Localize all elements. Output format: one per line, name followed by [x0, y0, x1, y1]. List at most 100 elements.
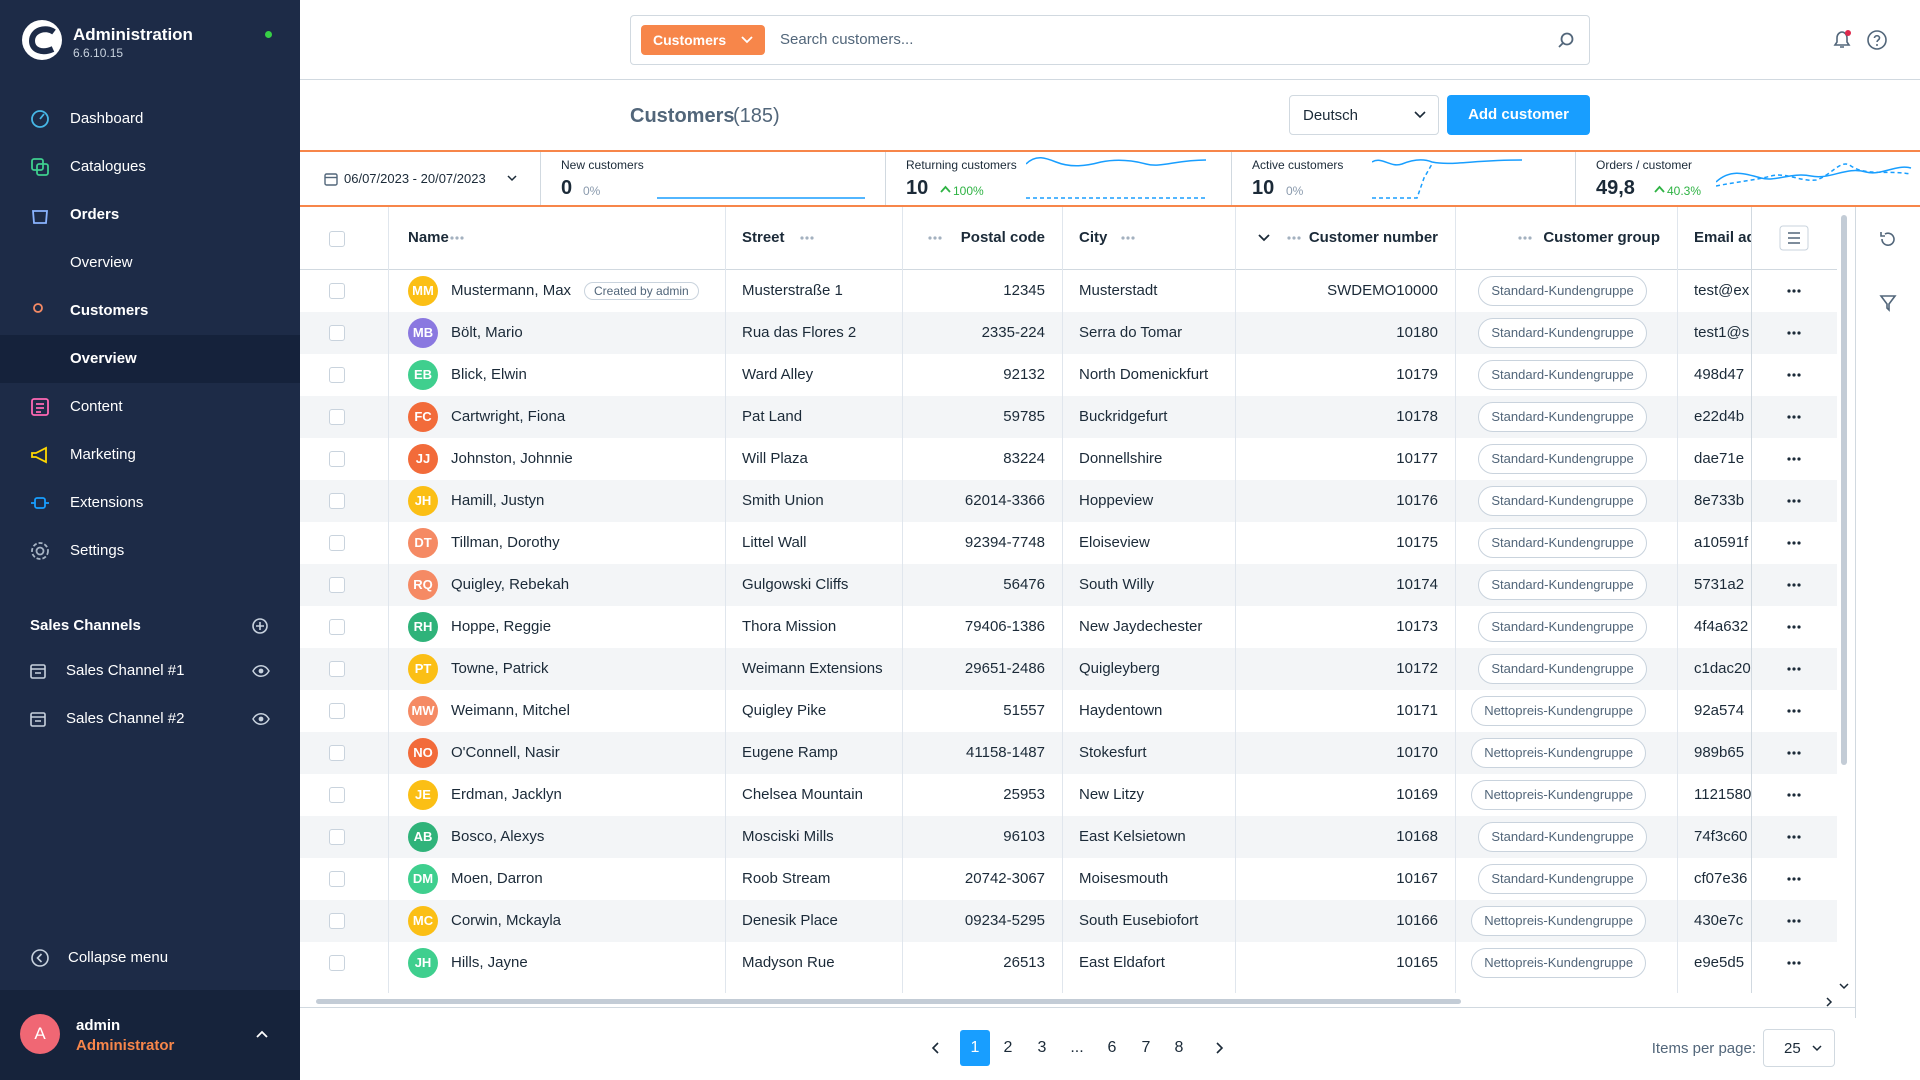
row-checkbox[interactable] [329, 325, 345, 341]
nav-item[interactable]: Dashboard [70, 110, 144, 127]
eye-icon[interactable] [252, 712, 270, 726]
row-actions[interactable] [1785, 409, 1803, 425]
search-module[interactable]: Customers [641, 25, 765, 55]
row-actions[interactable] [1785, 913, 1803, 929]
nav-subitem[interactable]: Overview [70, 350, 137, 367]
row-checkbox[interactable] [329, 829, 345, 845]
row-checkbox[interactable] [329, 619, 345, 635]
row-actions[interactable] [1785, 829, 1803, 845]
column-menu[interactable] [1516, 230, 1534, 246]
add-customer-button[interactable]: Add customer [1447, 95, 1590, 135]
date-range[interactable]: 06/07/2023 - 20/07/2023 [344, 171, 486, 186]
row-checkbox[interactable] [329, 913, 345, 929]
channel-item[interactable]: Sales Channel #1 [66, 662, 185, 679]
collapse-menu[interactable]: Collapse menu [68, 949, 169, 966]
row-checkbox[interactable] [329, 577, 345, 593]
bell-icon[interactable] [1831, 29, 1853, 51]
nav-item[interactable]: Marketing [70, 446, 136, 463]
row-checkbox[interactable] [329, 787, 345, 803]
page-button[interactable]: 7 [1141, 1039, 1151, 1056]
column-menu[interactable] [798, 230, 816, 246]
nav-item[interactable]: Orders [70, 206, 120, 223]
column-menu[interactable] [448, 230, 466, 246]
row-actions[interactable] [1785, 283, 1803, 299]
column-header[interactable]: Customer group [1543, 229, 1660, 246]
page-button[interactable]: 3 [1037, 1039, 1047, 1056]
row-actions[interactable] [1785, 871, 1803, 887]
row-actions[interactable] [1785, 787, 1803, 803]
row-checkbox[interactable] [329, 745, 345, 761]
cell-name[interactable]: Weimann, Mitchel [451, 702, 570, 719]
column-header[interactable]: Postal code [960, 229, 1045, 246]
row-checkbox[interactable] [329, 367, 345, 383]
column-header[interactable]: Customer number [1308, 229, 1438, 246]
cell-name[interactable]: Towne, Patrick [451, 660, 549, 677]
cell-name[interactable]: O'Connell, Nasir [451, 744, 560, 761]
row-checkbox[interactable] [329, 535, 345, 551]
nav-item[interactable]: Settings [70, 542, 125, 559]
search-input[interactable]: Search customers... [780, 31, 914, 48]
eye-icon[interactable] [252, 664, 270, 678]
page-button[interactable]: 1 [960, 1030, 990, 1066]
row-checkbox[interactable] [329, 661, 345, 677]
help-icon[interactable] [1866, 29, 1888, 51]
nav-subitem[interactable]: Overview [70, 254, 133, 271]
prev-page[interactable] [931, 1042, 939, 1054]
row-checkbox[interactable] [329, 409, 345, 425]
row-actions[interactable] [1785, 325, 1803, 341]
page-button[interactable]: 8 [1174, 1039, 1184, 1056]
nav-item[interactable]: Extensions [70, 494, 144, 511]
filter-icon[interactable] [1878, 293, 1898, 313]
next-page[interactable] [1216, 1042, 1224, 1054]
nav-item[interactable]: Catalogues [70, 158, 146, 175]
items-per-page-select[interactable]: 25 [1763, 1029, 1835, 1067]
column-header[interactable]: Email address [1694, 229, 1751, 246]
cell-name[interactable]: Johnston, Johnnie [451, 450, 573, 467]
column-header[interactable]: Street [742, 229, 785, 246]
page-button[interactable]: 2 [1003, 1039, 1013, 1056]
cell-name[interactable]: Mustermann, Max [451, 282, 572, 299]
column-menu[interactable] [1285, 230, 1303, 246]
row-actions[interactable] [1785, 535, 1803, 551]
cell-name[interactable]: Hamill, Justyn [451, 492, 545, 509]
row-actions[interactable] [1785, 661, 1803, 677]
channel-item[interactable]: Sales Channel #2 [66, 710, 185, 727]
column-header[interactable]: Name [408, 229, 449, 246]
row-actions[interactable] [1785, 955, 1803, 971]
row-actions[interactable] [1785, 451, 1803, 467]
cell-name[interactable]: Blick, Elwin [451, 366, 527, 383]
search-icon[interactable] [1557, 31, 1575, 49]
row-checkbox[interactable] [329, 493, 345, 509]
add-channel[interactable] [251, 617, 269, 635]
cell-name[interactable]: Erdman, Jacklyn [451, 786, 562, 803]
cell-name[interactable]: Corwin, Mckayla [451, 912, 562, 929]
cell-name[interactable]: Quigley, Rebekah [451, 576, 570, 593]
cell-name[interactable]: Bosco, Alexys [451, 828, 545, 845]
collapse-icon[interactable] [30, 948, 50, 968]
column-menu[interactable] [1119, 230, 1137, 246]
user-menu-toggle[interactable] [255, 1029, 269, 1039]
language-select[interactable]: Deutsch [1289, 95, 1439, 135]
row-checkbox[interactable] [329, 871, 345, 887]
nav-item[interactable]: Content [70, 398, 123, 415]
row-actions[interactable] [1785, 493, 1803, 509]
column-header[interactable]: City [1079, 229, 1108, 246]
row-actions[interactable] [1785, 619, 1803, 635]
nav-item[interactable]: Customers [70, 302, 149, 319]
row-checkbox[interactable] [329, 231, 345, 247]
row-checkbox[interactable] [329, 703, 345, 719]
cell-name[interactable]: Tillman, Dorothy [451, 534, 560, 551]
row-checkbox[interactable] [329, 955, 345, 971]
row-actions[interactable] [1785, 367, 1803, 383]
column-menu[interactable] [926, 230, 944, 246]
cell-name[interactable]: Cartwright, Fiona [451, 408, 566, 425]
cell-name[interactable]: Bölt, Mario [451, 324, 523, 341]
row-actions[interactable] [1785, 703, 1803, 719]
cell-name[interactable]: Hills, Jayne [451, 954, 528, 971]
sort-indicator[interactable] [1258, 234, 1270, 242]
cell-name[interactable]: Hoppe, Reggie [451, 618, 552, 635]
row-checkbox[interactable] [329, 451, 345, 467]
cell-name[interactable]: Moen, Darron [451, 870, 543, 887]
row-checkbox[interactable] [329, 283, 345, 299]
column-settings[interactable] [1779, 225, 1809, 251]
